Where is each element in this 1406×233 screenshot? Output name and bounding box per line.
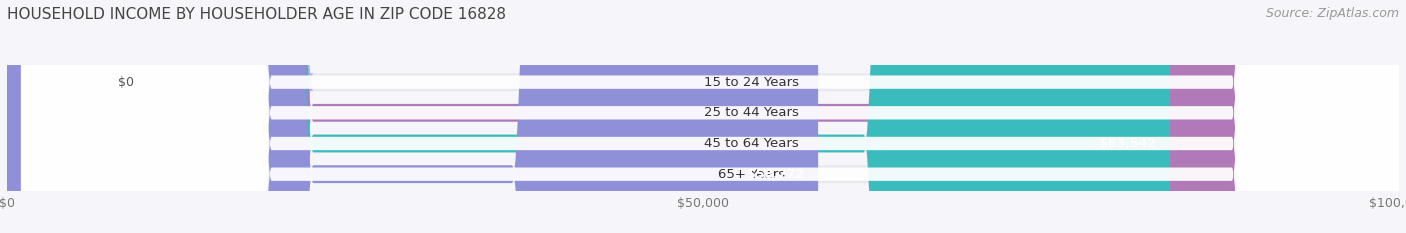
Text: $95,000: $95,000	[1258, 106, 1316, 119]
Text: 65+ Years: 65+ Years	[718, 168, 786, 181]
Text: 15 to 24 Years: 15 to 24 Years	[704, 76, 799, 89]
Text: HOUSEHOLD INCOME BY HOUSEHOLDER AGE IN ZIP CODE 16828: HOUSEHOLD INCOME BY HOUSEHOLDER AGE IN Z…	[7, 7, 506, 22]
FancyBboxPatch shape	[21, 0, 1406, 233]
FancyBboxPatch shape	[21, 0, 1406, 233]
Text: $83,542: $83,542	[1099, 137, 1156, 150]
Text: 25 to 44 Years: 25 to 44 Years	[704, 106, 799, 119]
FancyBboxPatch shape	[7, 0, 1399, 233]
Text: 45 to 64 Years: 45 to 64 Years	[704, 137, 799, 150]
Text: Source: ZipAtlas.com: Source: ZipAtlas.com	[1265, 7, 1399, 20]
FancyBboxPatch shape	[21, 0, 1406, 233]
Text: $0: $0	[118, 76, 135, 89]
FancyBboxPatch shape	[7, 0, 818, 233]
Text: $58,272: $58,272	[747, 168, 804, 181]
FancyBboxPatch shape	[7, 0, 1170, 233]
FancyBboxPatch shape	[7, 0, 1399, 233]
FancyBboxPatch shape	[7, 0, 1399, 233]
FancyBboxPatch shape	[7, 0, 1399, 233]
FancyBboxPatch shape	[21, 0, 1406, 233]
FancyBboxPatch shape	[7, 0, 1330, 233]
FancyBboxPatch shape	[0, 0, 314, 233]
